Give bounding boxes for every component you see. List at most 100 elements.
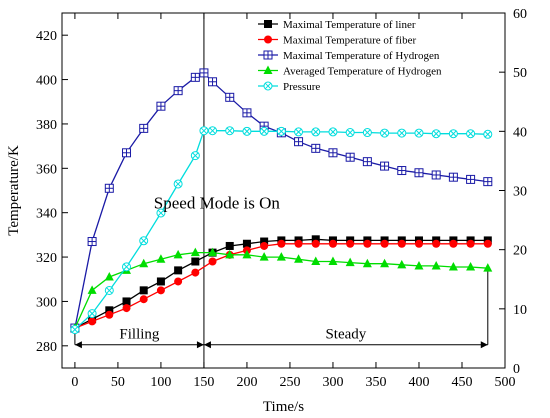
x-tick-label: 250 <box>279 375 300 390</box>
data-point <box>88 317 97 326</box>
y-tick-label: 400 <box>36 74 57 89</box>
marker-xline <box>192 152 199 159</box>
data-point <box>122 148 132 158</box>
marker-xline <box>140 237 147 244</box>
data-point <box>139 236 149 246</box>
data-point <box>174 277 183 286</box>
watermark: Speed Mode is On <box>154 193 281 212</box>
legend-item: Maximal Temperature of fiber <box>258 35 416 47</box>
marker-xline <box>209 127 216 134</box>
data-point <box>328 239 337 248</box>
data-point <box>345 128 355 138</box>
legend-item: Maximal Temperature of liner <box>258 19 416 31</box>
data-point <box>397 239 406 248</box>
marker-xline <box>415 129 423 137</box>
data-point <box>483 239 492 248</box>
x-tick-label: 450 <box>451 375 472 390</box>
data-point <box>397 166 407 176</box>
data-point <box>199 68 209 78</box>
y-tick-label: 320 <box>36 251 57 266</box>
phase-arrowhead <box>196 341 204 349</box>
data-point <box>311 235 320 244</box>
data-point <box>156 208 166 218</box>
phase-label: Filling <box>119 327 160 343</box>
marker-xline <box>398 129 405 137</box>
x-tick-label: 0 <box>71 375 78 390</box>
marker-xline <box>312 128 319 136</box>
marker-xline <box>329 128 337 136</box>
data-point <box>190 151 200 161</box>
x-tick-label: 100 <box>150 375 171 390</box>
series-3 <box>70 68 493 333</box>
legend-marker <box>264 35 272 44</box>
marker-xline <box>157 209 165 217</box>
data-point <box>260 241 269 250</box>
data-point <box>199 126 209 136</box>
data-point <box>87 237 97 247</box>
y-tick-label: 280 <box>36 340 57 355</box>
legend-label: Maximal Temperature of liner <box>283 19 416 31</box>
data-point <box>260 237 269 246</box>
marker-xline <box>123 263 130 270</box>
data-point <box>380 161 390 171</box>
data-point <box>311 256 321 265</box>
data-point <box>173 249 183 259</box>
marker-xline <box>71 326 79 333</box>
y-tick-label: 380 <box>36 118 57 133</box>
data-point <box>328 148 338 158</box>
data-point <box>242 239 251 248</box>
data-point <box>380 128 390 138</box>
y-tick-label: 300 <box>36 295 57 310</box>
data-point <box>294 254 304 263</box>
data-point <box>104 183 114 193</box>
x-tick-label: 200 <box>236 375 257 390</box>
data-point <box>380 239 389 248</box>
legend-marker <box>264 20 272 28</box>
data-point <box>139 295 148 304</box>
data-point <box>483 177 493 187</box>
x-tick-label: 300 <box>322 375 343 390</box>
marker-xline <box>88 310 96 317</box>
data-point <box>276 126 286 136</box>
phase-arrowhead <box>480 341 488 349</box>
data-point <box>225 92 235 102</box>
y-axis-title: Temperature/K <box>6 145 22 236</box>
marker-xline <box>226 127 233 134</box>
marker-xline <box>243 128 251 135</box>
data-point <box>397 259 407 269</box>
marker-xline <box>450 130 457 137</box>
data-point <box>139 258 149 268</box>
y2-tick-label: 50 <box>513 66 527 81</box>
data-point <box>225 249 235 259</box>
y-tick-label: 420 <box>36 29 57 44</box>
marker-xline <box>381 129 388 137</box>
y2-tick-label: 30 <box>513 185 527 200</box>
data-point <box>466 262 476 271</box>
data-point <box>191 257 200 266</box>
legend-label: Averaged Temperature of Hydrogen <box>283 66 442 78</box>
data-point <box>122 304 131 313</box>
data-point <box>414 239 423 248</box>
legend-label: Maximal Temperature of Hydrogen <box>283 50 440 62</box>
data-point <box>242 126 252 136</box>
legend-item: Pressure <box>258 81 320 93</box>
y-tick-label: 340 <box>36 207 57 222</box>
data-point <box>294 239 303 248</box>
data-point <box>362 157 372 167</box>
data-point <box>414 128 424 138</box>
data-point <box>328 127 338 137</box>
data-point <box>191 268 200 277</box>
data-point <box>431 170 441 180</box>
x-tick-label: 500 <box>495 375 516 390</box>
marker-xline <box>295 128 302 136</box>
data-point <box>414 260 424 270</box>
y2-tick-label: 0 <box>513 362 520 377</box>
data-point <box>190 247 200 257</box>
data-point <box>448 262 458 271</box>
marker-xline <box>174 180 182 188</box>
y2-tick-label: 20 <box>513 244 527 259</box>
data-point <box>432 239 441 248</box>
data-point <box>225 241 234 250</box>
data-point <box>294 137 304 147</box>
data-point <box>242 249 252 259</box>
